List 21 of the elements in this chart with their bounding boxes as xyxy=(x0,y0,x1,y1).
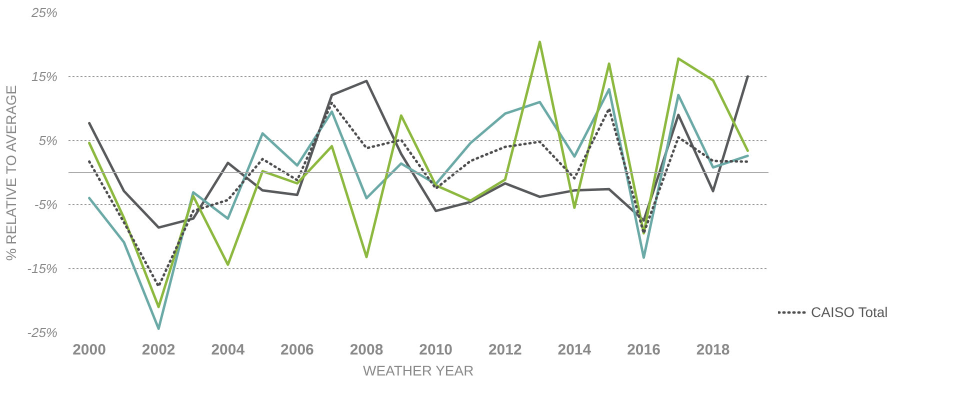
y-tick-label: -15% xyxy=(27,261,58,276)
x-tick-label: 2010 xyxy=(419,342,453,358)
y-axis-title: % RELATIVE TO AVERAGE xyxy=(3,85,20,261)
x-tick-label: 2002 xyxy=(142,342,176,358)
y-tick-label: 25% xyxy=(30,5,58,20)
x-tick-label: 2000 xyxy=(72,342,106,358)
x-tick-label: 2012 xyxy=(488,342,522,358)
y-tick-label: -25% xyxy=(27,325,58,340)
x-tick-label: 2006 xyxy=(280,342,314,358)
x-tick-label: 2016 xyxy=(627,342,660,358)
line-series xyxy=(88,40,749,308)
x-tick-label: 2004 xyxy=(211,342,246,358)
line-series xyxy=(88,88,749,330)
x-tick-label: 2014 xyxy=(558,342,592,358)
legend-label: CAISO Total xyxy=(811,304,888,320)
y-tick-label: 15% xyxy=(31,69,58,84)
y-tick-label: -5% xyxy=(34,197,58,212)
x-tick-label: 2018 xyxy=(696,342,730,358)
x-tick-label: 2008 xyxy=(350,342,384,358)
y-tick-label: 5% xyxy=(38,133,58,148)
x-axis-title: WEATHER YEAR xyxy=(363,362,474,378)
